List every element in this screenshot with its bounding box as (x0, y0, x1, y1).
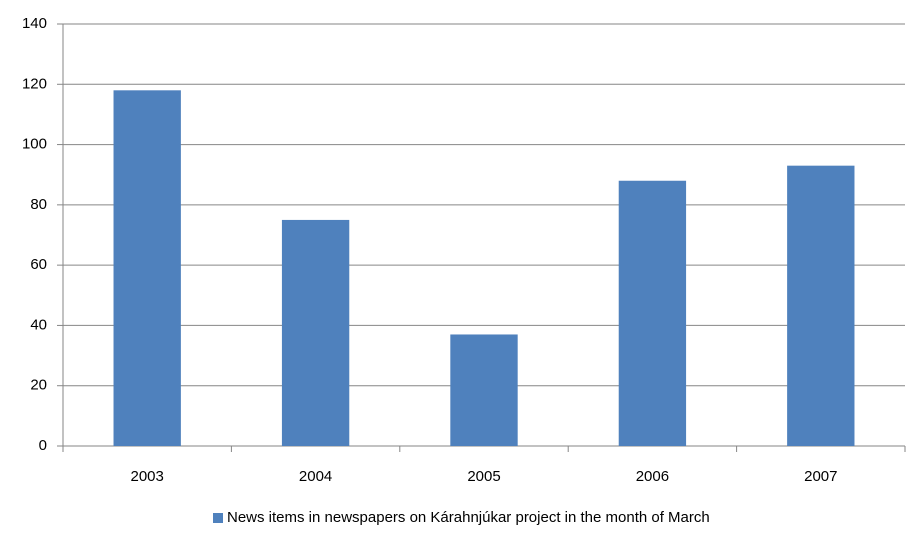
bar (450, 334, 518, 446)
x-tick-label: 2004 (299, 468, 332, 485)
legend-swatch (213, 513, 223, 523)
y-tick-label: 120 (22, 75, 47, 92)
y-tick-label: 140 (22, 15, 47, 32)
bar (618, 180, 687, 446)
x-tick-label: 2005 (467, 468, 500, 485)
y-tick-label: 40 (30, 316, 47, 333)
bar (281, 219, 350, 446)
legend-label: News items in newspapers on Kárahnjúkar … (227, 509, 710, 526)
x-tick-label: 2006 (636, 468, 669, 485)
bar (113, 90, 181, 447)
y-tick-label: 60 (30, 256, 47, 273)
x-tick-label: 2007 (804, 468, 837, 485)
y-tick-label: 20 (30, 377, 47, 394)
bar (787, 165, 855, 446)
y-tick-label: 0 (39, 437, 47, 454)
y-tick-label: 100 (22, 136, 47, 153)
y-tick-label: 80 (30, 196, 47, 213)
x-tick-label: 2003 (131, 468, 164, 485)
